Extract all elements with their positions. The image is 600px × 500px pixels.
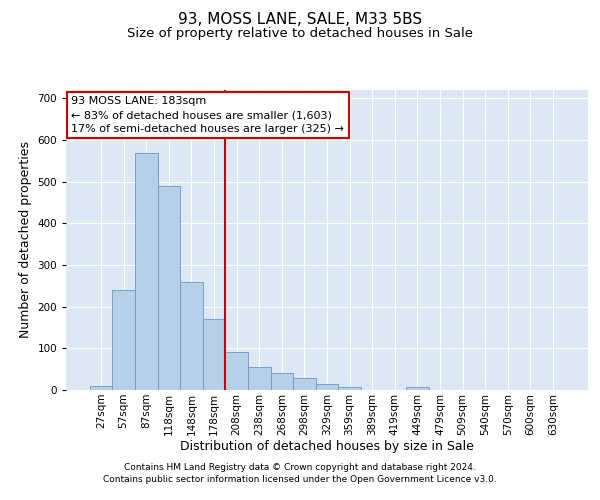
Bar	[316, 384, 338, 390]
Text: 93, MOSS LANE, SALE, M33 5BS: 93, MOSS LANE, SALE, M33 5BS	[178, 12, 422, 28]
Text: Contains HM Land Registry data © Crown copyright and database right 2024.: Contains HM Land Registry data © Crown c…	[124, 464, 476, 472]
Bar	[338, 386, 361, 390]
Bar	[271, 374, 293, 390]
X-axis label: Distribution of detached houses by size in Sale: Distribution of detached houses by size …	[180, 440, 474, 454]
Bar	[158, 186, 180, 390]
Bar	[293, 378, 316, 390]
Bar	[112, 290, 135, 390]
Bar	[248, 367, 271, 390]
Bar	[180, 282, 203, 390]
Bar	[135, 152, 158, 390]
Text: Contains public sector information licensed under the Open Government Licence v3: Contains public sector information licen…	[103, 474, 497, 484]
Bar	[226, 352, 248, 390]
Text: 93 MOSS LANE: 183sqm
← 83% of detached houses are smaller (1,603)
17% of semi-de: 93 MOSS LANE: 183sqm ← 83% of detached h…	[71, 96, 344, 134]
Bar	[203, 319, 226, 390]
Bar	[90, 386, 112, 390]
Y-axis label: Number of detached properties: Number of detached properties	[19, 142, 32, 338]
Bar	[406, 386, 428, 390]
Text: Size of property relative to detached houses in Sale: Size of property relative to detached ho…	[127, 28, 473, 40]
